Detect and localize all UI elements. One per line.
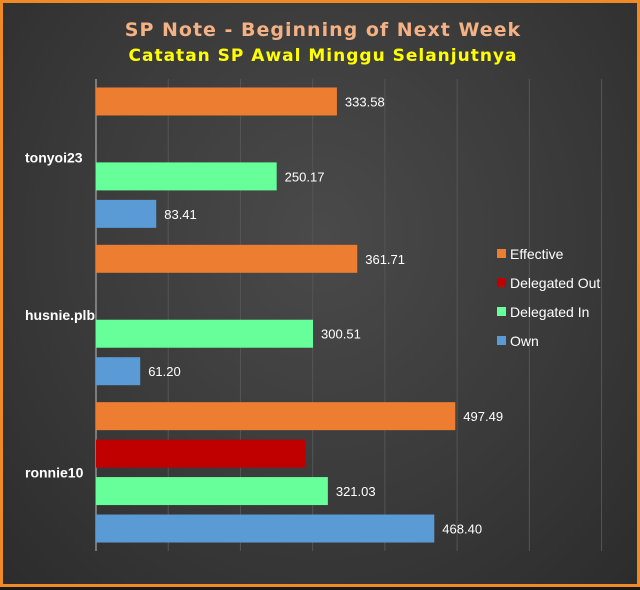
- chart: SP Note - Beginning of Next Week Catatan…: [25, 19, 603, 551]
- legend-swatch-own: [497, 336, 506, 345]
- category-label: husnie.plb: [25, 307, 95, 323]
- bar-effective-ronnie10: [96, 402, 456, 431]
- category-label: ronnie10: [25, 464, 84, 480]
- data-label-own-husnie-plb: 61.20: [148, 364, 181, 379]
- category-labels: tonyoi23 husnie.plb ronnie10: [25, 150, 95, 481]
- legend-label-own: Own: [510, 333, 539, 349]
- bar-effective-husnie-plb: [96, 244, 358, 273]
- category-label: tonyoi23: [25, 150, 83, 166]
- bar-delegated-out-ronnie10: [96, 439, 306, 468]
- bar-own-tonyoi23: [96, 199, 157, 228]
- bars: [96, 87, 456, 543]
- legend-swatch-delegated-in: [497, 307, 506, 316]
- chart-subtitle: Catatan SP Awal Minggu Selanjutnya: [129, 46, 518, 66]
- data-labels: 333.58 250.17 83.41 361.71 300.51 61.20 497.49…: [148, 94, 503, 536]
- data-label-effective-tonyoi23: 333.58: [345, 94, 385, 109]
- legend-swatch-effective: [497, 249, 506, 258]
- chart-title: SP Note - Beginning of Next Week: [125, 19, 521, 41]
- data-label-delegated-in-husnie-plb: 300.51: [321, 327, 361, 342]
- legend-label-effective: Effective: [510, 246, 564, 262]
- legend-label-delegated-out: Delegated Out: [510, 275, 600, 291]
- data-label-own-tonyoi23: 83.41: [164, 207, 197, 222]
- bar-effective-tonyoi23: [96, 87, 337, 116]
- data-label-effective-husnie-plb: 361.71: [365, 252, 405, 267]
- data-label-effective-ronnie10: 497.49: [463, 409, 503, 424]
- legend-swatch-delegated-out: [497, 278, 506, 287]
- data-label-delegated-in-tonyoi23: 250.17: [285, 169, 325, 184]
- legend-label-delegated-in: Delegated In: [510, 304, 589, 320]
- legend: Effective Delegated Out Delegated In Own: [497, 246, 600, 349]
- data-label-own-ronnie10: 468.40: [442, 522, 482, 537]
- bar-own-husnie-plb: [96, 357, 141, 386]
- grid-lines: [167, 79, 603, 551]
- data-label-delegated-in-ronnie10: 321.03: [336, 484, 376, 499]
- bar-own-ronnie10: [96, 514, 435, 543]
- bar-delegated-in-husnie-plb: [96, 319, 314, 348]
- bar-delegated-in-tonyoi23: [96, 162, 277, 191]
- bar-delegated-in-ronnie10: [96, 477, 328, 506]
